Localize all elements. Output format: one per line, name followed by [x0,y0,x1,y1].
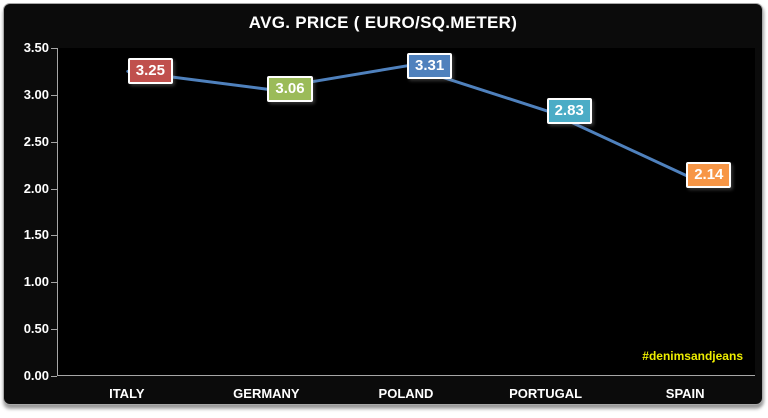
chart-frame: AVG. PRICE ( EURO/SQ.METER) 3.50 3.00 2.50… [3,3,763,405]
y-tick-label: 3.00 [23,86,49,102]
y-tick-label: 0.50 [23,321,49,337]
y-tick-mark [51,141,57,143]
y-tick-mark [51,329,57,331]
x-axis-label: ITALY [109,386,145,401]
plot-area: #denimsandjeans [57,48,755,376]
x-axis-label: PORTUGAL [509,386,583,401]
y-tick-mark [51,376,57,377]
data-label: 2.83 [546,97,592,124]
data-label: 3.06 [267,76,313,103]
y-tick-label: 1.50 [23,227,49,243]
y-tick-label: 0.00 [23,368,49,383]
y-tick-mark [51,282,57,284]
y-tick-mark [51,48,57,49]
x-axis-label: GERMANY [233,386,300,401]
watermark-hashtag: #denimsandjeans [642,349,743,363]
price-line-chart [126,64,688,177]
y-tick-label: 2.00 [23,180,49,196]
x-axis-label: SPAIN [665,386,705,401]
y-tick-label: 3.50 [23,40,49,55]
y-tick-mark [51,94,57,96]
x-axis-label: POLAND [378,386,434,401]
y-tick-label: 2.50 [23,133,49,149]
chart-title: AVG. PRICE ( EURO/SQ.METER) [248,13,518,32]
price-line-path [126,64,688,177]
y-tick-mark [51,235,57,237]
data-label: 2.14 [686,162,732,189]
y-tick-mark [51,188,57,190]
y-tick-label: 1.00 [23,274,49,290]
data-label: 3.25 [127,58,173,85]
data-label: 3.31 [407,52,453,79]
